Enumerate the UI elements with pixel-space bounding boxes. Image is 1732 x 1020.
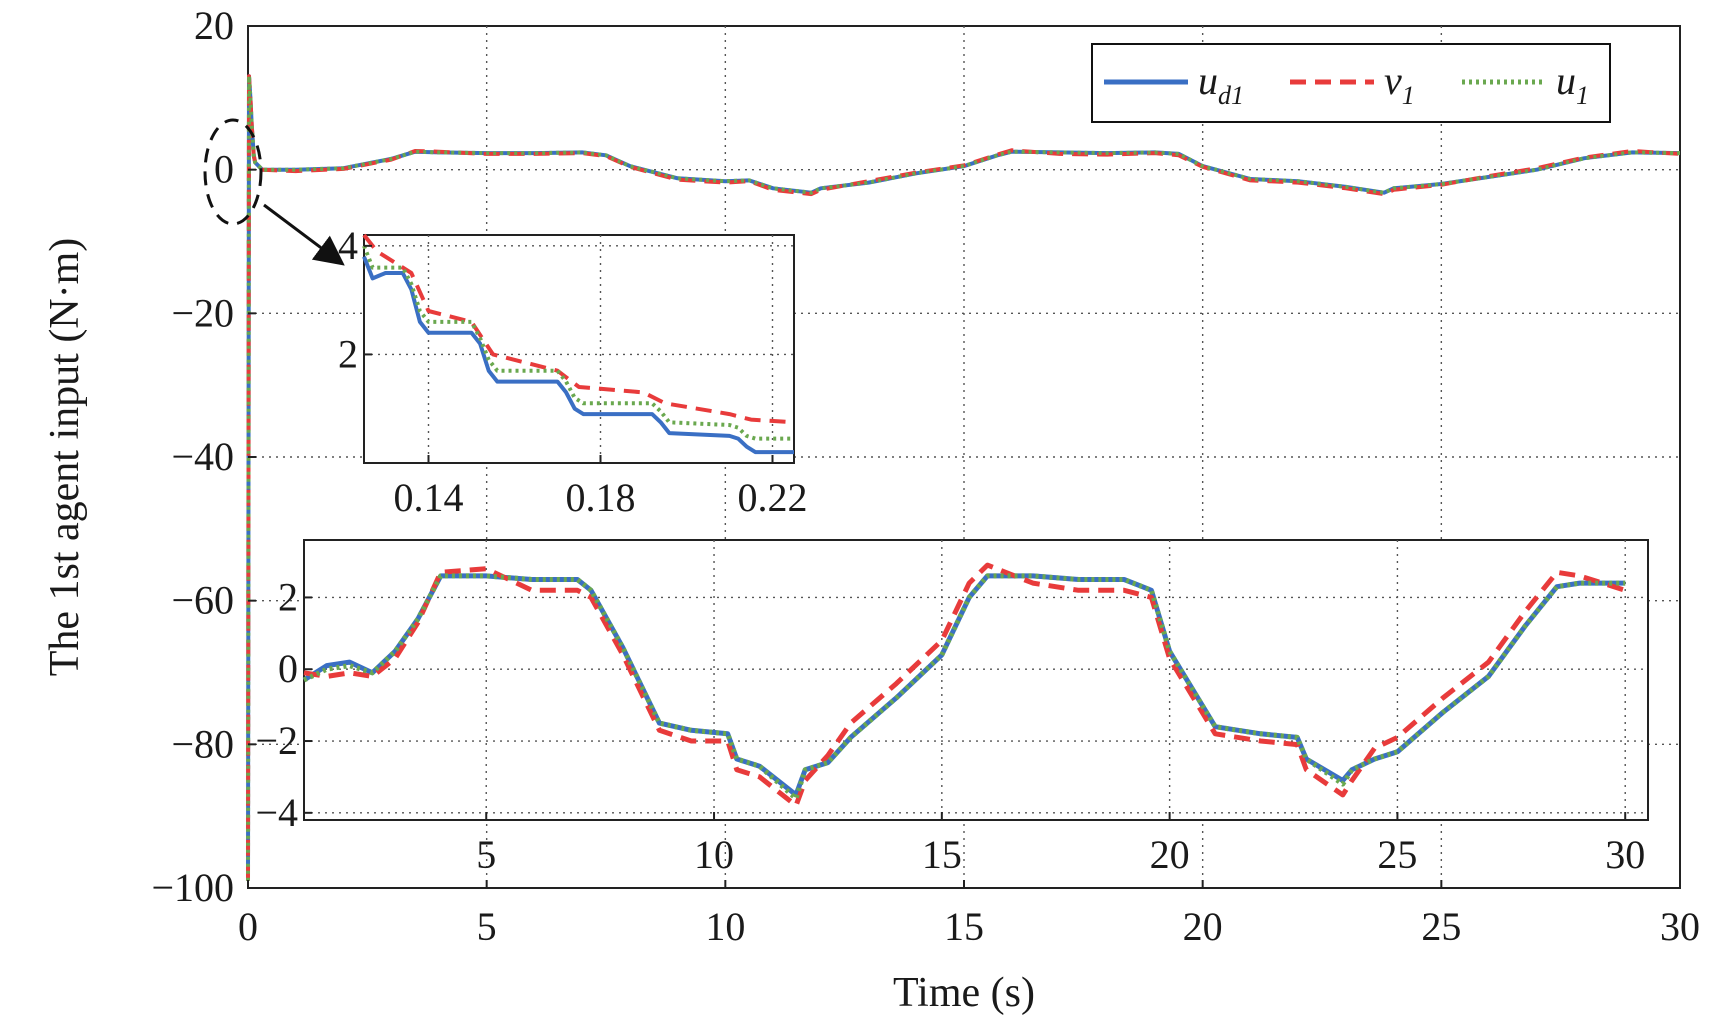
inset-zoom-start-y-tick-label-1: 4	[338, 223, 358, 268]
main-y-tick-label-6: 20	[194, 3, 234, 48]
main-y-ticks: −100 −80 −60 −40 −20 0 20	[151, 3, 256, 910]
inset-zoom-start: 0.14 0.18 0.22 24	[338, 223, 808, 520]
main-x-ticks: 0 5 10 15 20 25 30	[238, 880, 1700, 949]
zoom-highlight-ellipse	[203, 118, 263, 226]
inset-zoom-start-series-u-d1	[362, 255, 794, 455]
main-y-tick-label-3: −40	[171, 434, 234, 479]
inset-zoom-start-y-ticks: 24	[338, 223, 372, 376]
legend: ud1 v1 u1	[1091, 43, 1611, 123]
legend-label-u-d1: ud1	[1198, 58, 1244, 110]
main-y-tick-label-4: −20	[171, 290, 234, 335]
inset-steady: 5 10 15 20 25 30 −4 −2 0 2	[255, 539, 1649, 877]
inset-steady-y-tick-label-0: −4	[255, 790, 298, 835]
main-x-tick-label-1: 5	[477, 904, 497, 949]
legend-label-v-1-sub: 1	[1402, 81, 1415, 110]
zoom-arrow	[263, 203, 345, 266]
main-x-tick-label-6: 30	[1660, 904, 1700, 949]
inset-zoom-start-x-tick-label-0: 0.14	[394, 475, 464, 520]
inset-steady-x-ticks: 5 10 15 20 25 30	[476, 812, 1645, 877]
main-x-tick-label-4: 20	[1183, 904, 1223, 949]
main-x-tick-label-5: 25	[1421, 904, 1461, 949]
inset-steady-y-tick-label-2: 0	[278, 646, 298, 691]
inset-steady-x-tick-label-2: 15	[922, 832, 962, 877]
inset-steady-frame	[303, 539, 1649, 821]
inset-steady-series	[302, 562, 1626, 809]
inset-zoom-start-x-ticks: 0.14 0.18 0.22	[394, 455, 808, 520]
inset-zoom-start-x-tick-label-1: 0.18	[566, 475, 636, 520]
main-series-u-1	[246, 74, 1681, 881]
inset-zoom-start-x-tick-label-2: 0.22	[738, 475, 808, 520]
legend-label-u-1-main: u	[1556, 58, 1576, 103]
inset-steady-x-tick-label-5: 30	[1605, 832, 1645, 877]
inset-steady-y-tick-label-1: −2	[255, 718, 298, 763]
legend-label-u-d1-main: u	[1198, 58, 1218, 103]
main-y-tick-label-1: −80	[171, 721, 234, 766]
main-y-tick-label-2: −60	[171, 578, 234, 623]
legend-label-u-d1-sub: d1	[1218, 81, 1244, 110]
legend-label-v-1-main: v	[1384, 58, 1402, 103]
main-series	[246, 74, 1681, 881]
inset-zoom-start-y-tick-label-0: 2	[338, 331, 358, 376]
main-x-tick-label-3: 15	[944, 904, 984, 949]
legend-label-v-1: v1	[1384, 58, 1415, 110]
main-y-tick-label-0: −100	[151, 865, 234, 910]
inset-zoom-start-series-u-1	[362, 245, 794, 441]
main-x-tick-label-2: 10	[705, 904, 745, 949]
inset-steady-y-ticks: −4 −2 0 2	[255, 574, 312, 835]
inset-steady-x-tick-label-3: 20	[1150, 832, 1190, 877]
inset-steady-series-v-1	[303, 562, 1626, 809]
main-y-tick-label-5: 0	[214, 147, 234, 192]
legend-label-u-1-sub: 1	[1576, 81, 1589, 110]
inset-steady-x-tick-label-1: 10	[694, 832, 734, 877]
inset-steady-series-u-d1	[302, 573, 1626, 798]
inset-zoom-start-series	[362, 233, 795, 455]
y-axis-title: The 1st agent input (N·m)	[42, 238, 88, 677]
inset-steady-y-tick-label-3: 2	[278, 574, 298, 619]
legend-label-u-1: u1	[1556, 58, 1589, 110]
inset-steady-grid	[304, 540, 1648, 820]
inset-zoom-start-grid	[364, 235, 794, 463]
inset-steady-x-tick-label-0: 5	[476, 832, 496, 877]
x-axis-title: Time (s)	[893, 970, 1035, 1016]
inset-steady-x-tick-label-4: 25	[1377, 832, 1417, 877]
main-x-tick-label-0: 0	[238, 904, 258, 949]
